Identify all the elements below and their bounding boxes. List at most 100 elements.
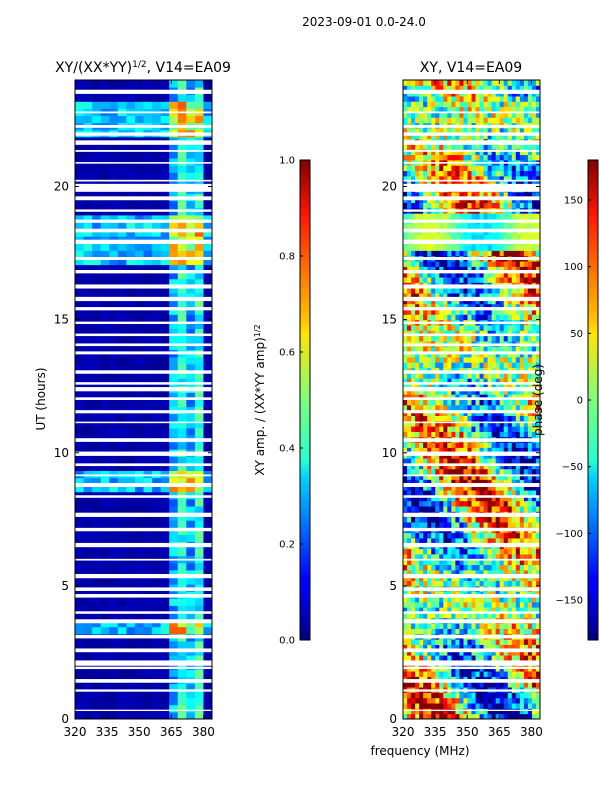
phase-cell [491,95,497,102]
amplitude-cell [126,321,136,329]
phase-cell [499,431,505,438]
amplitude-cell [75,364,85,372]
phase-cell [407,415,412,422]
phase-cell [511,394,517,400]
amplitude-cell [117,364,127,372]
phase-cell [499,607,505,613]
amplitude-cell [83,420,93,429]
phase-cell [515,303,521,310]
amplitude-cell [194,250,204,258]
amplitude-cell [152,548,162,557]
amplitude-cell [92,335,102,344]
amplitude-cell [143,151,153,159]
phase-cell [503,655,509,661]
phase-cell [467,133,472,140]
phase-cell [479,266,485,273]
phase-cell [467,165,472,172]
phase-cell [459,80,464,86]
phase-cell [423,463,428,470]
phase-cell [487,330,493,337]
phase-cell [439,335,444,342]
phase-cell [499,580,505,587]
amplitude-cell [83,307,93,315]
phase-cell [495,612,501,619]
amplitude-cell [186,115,196,124]
phase-cell [475,713,481,719]
phase-cell [459,143,464,150]
phase-cell [475,95,481,102]
phase-cell [495,154,501,161]
phase-cell [415,85,420,92]
phase-cell [455,351,460,358]
phase-cell [487,170,493,177]
phase-cell [475,287,481,294]
phase-cell [491,170,497,177]
phase-cell [439,117,444,124]
phase-cell [455,308,460,315]
phase-cell [483,372,489,379]
amplitude-cell [117,328,127,337]
phase-cell [463,644,468,651]
phase-cell [439,149,444,156]
flagged-gap [75,387,212,392]
phase-cell [451,420,456,427]
phase-cell [483,287,489,294]
phase-cell [507,351,513,358]
amplitude-cell [194,94,204,102]
amplitude-cell [186,378,196,386]
phase-cell [459,149,464,156]
amplitude-cell [92,165,102,173]
phase-cell [451,426,456,432]
phase-cell [403,101,408,108]
phase-cell [439,442,444,448]
phase-cell [407,644,412,651]
phase-cell [471,697,477,704]
phase-cell [451,378,456,385]
phase-cell [427,559,432,566]
amplitude-cell [203,222,212,230]
phase-cell [427,234,432,241]
amplitude-cell [169,456,179,464]
phase-cell [439,111,444,118]
amplitude-cell [169,506,179,514]
phase-cell [515,681,521,688]
phase-cell [435,596,440,603]
phase-cell [479,117,485,124]
phase-cell [411,420,416,427]
phase-cell [419,165,424,172]
phase-cell [435,191,440,198]
amplitude-cell [177,626,187,635]
amplitude-cell [92,229,102,237]
phase-cell [407,106,412,113]
amplitude-cell [194,101,204,109]
amplitude-cell [126,115,136,124]
amplitude-cell [126,328,136,337]
amplitude-cell [177,463,187,471]
amplitude-cell [92,619,102,628]
phase-cell [463,314,468,321]
phase-cell [451,388,456,395]
phase-cell [511,692,517,699]
phase-cell [431,506,436,512]
phase-cell [415,234,420,241]
phase-cell [483,330,489,337]
phase-cell [503,495,509,502]
phase-cell [407,628,412,635]
amplitude-cell [83,257,93,266]
phase-cell [467,420,472,427]
amplitude-cell [117,335,127,344]
phase-cell [415,298,420,305]
phase-cell [447,298,452,305]
phase-cell [503,580,509,587]
phase-cell [451,154,456,161]
phase-cell [439,521,444,528]
amplitude-cell [134,506,144,514]
phase-cell [439,431,444,438]
amplitude-cell [194,371,204,379]
phase-cell [447,95,452,102]
phase-cell [427,644,432,651]
amplitude-cell [134,427,144,436]
phase-cell [475,351,481,358]
phase-cell [487,117,493,124]
amplitude-cell [203,264,212,273]
